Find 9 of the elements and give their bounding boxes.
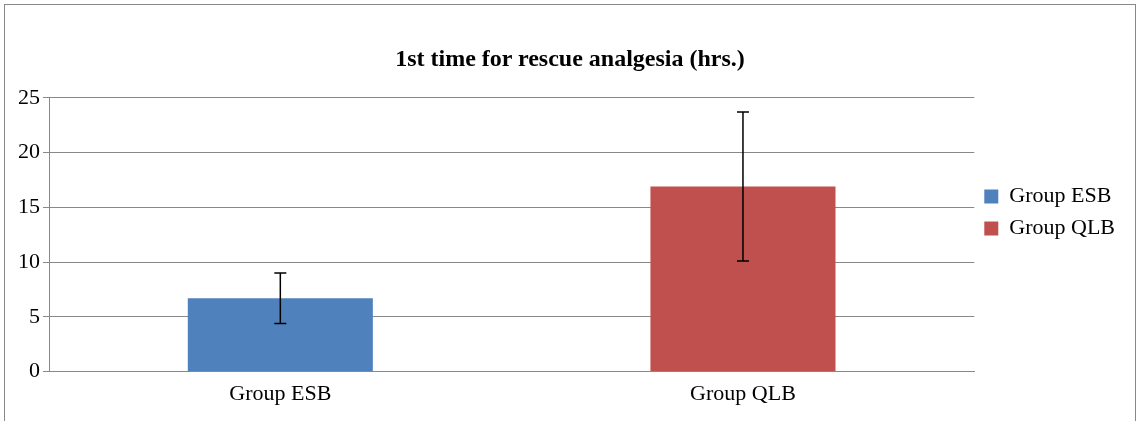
y-tick-label: 25: [18, 83, 40, 109]
y-tick-label: 0: [29, 357, 40, 383]
y-tick-label: 20: [18, 138, 40, 164]
chart-title: 1st time for rescue analgesia (hrs.): [395, 44, 745, 71]
y-tick-label: 5: [29, 302, 40, 328]
legend-label: Group QLB: [1009, 214, 1115, 240]
legend-label: Group ESB: [1009, 182, 1112, 208]
y-tick-label: 15: [18, 193, 40, 219]
y-tick-label: 10: [18, 247, 40, 273]
